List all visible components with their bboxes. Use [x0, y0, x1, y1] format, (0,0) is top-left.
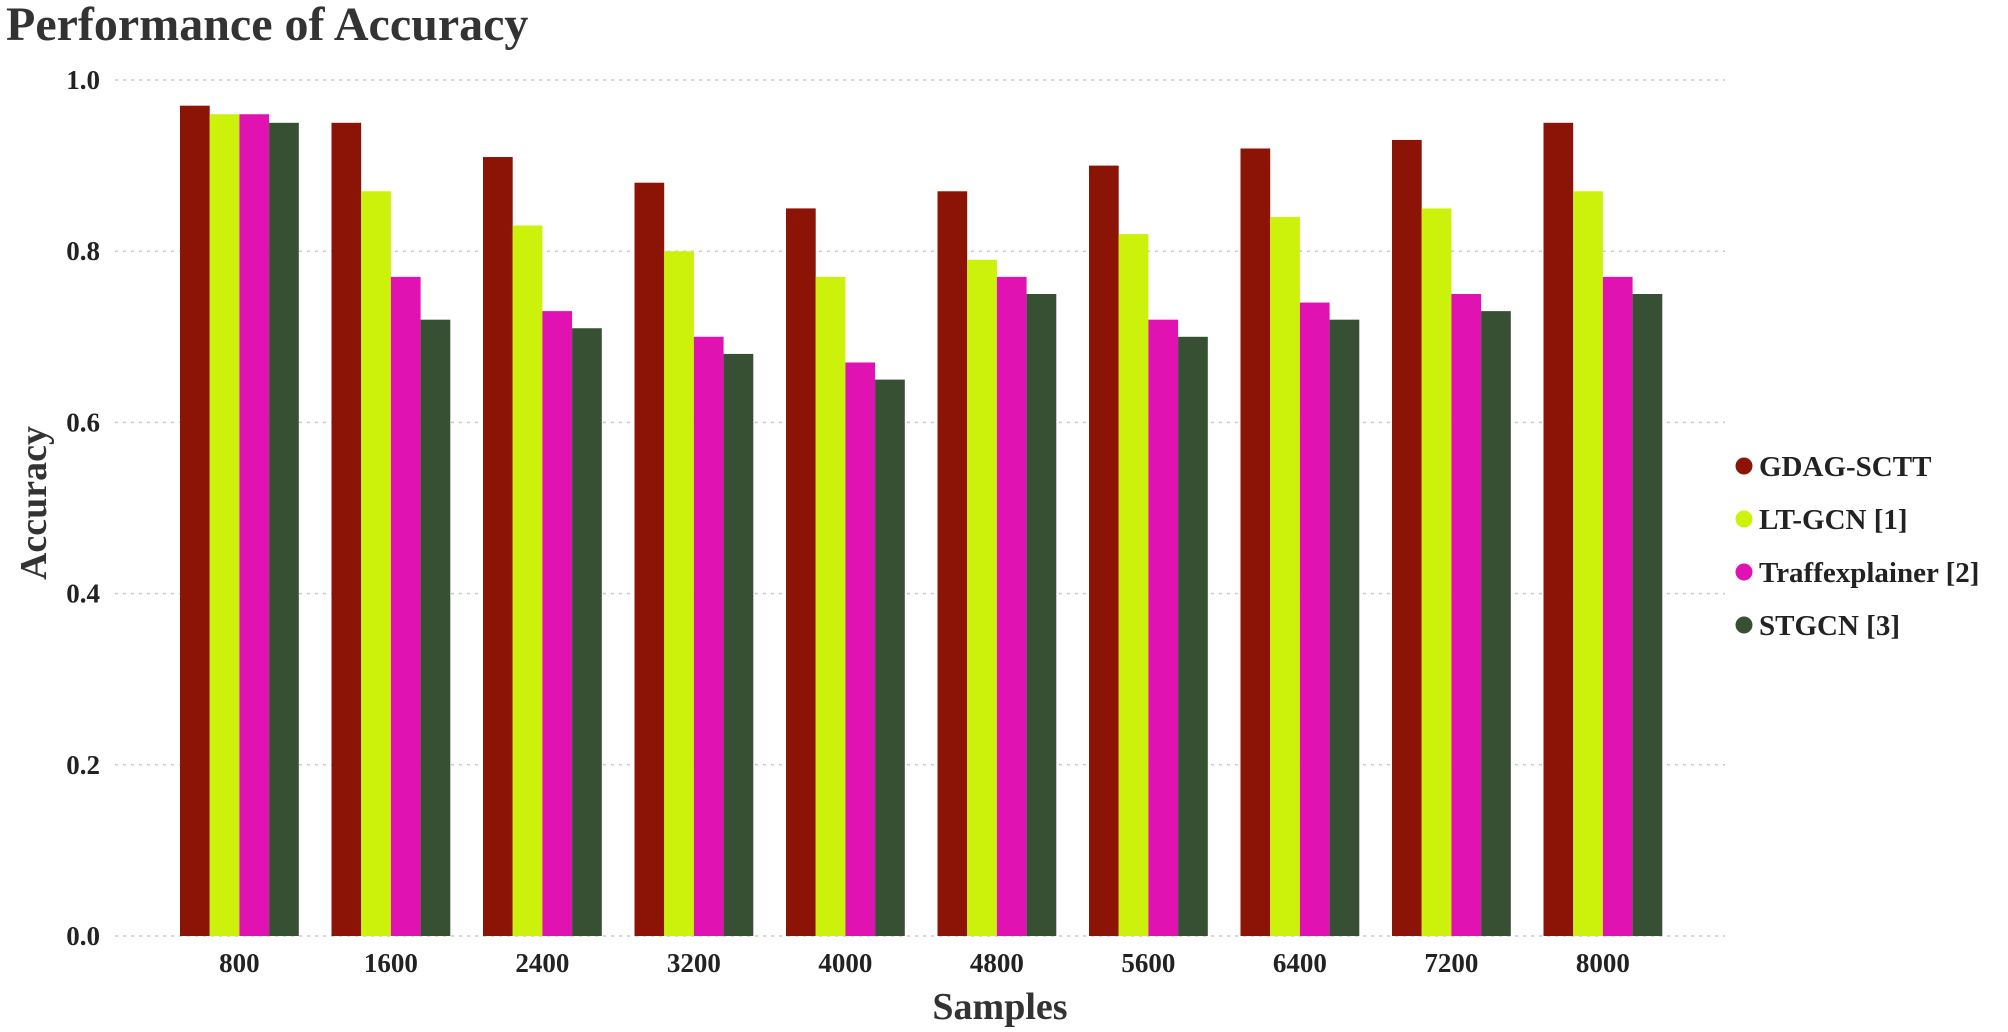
bar-stgcn-3-800: [269, 122, 299, 937]
bar-traffexplainer-2-7200: [1451, 294, 1482, 936]
bar-gdag-sctt-800: [180, 105, 210, 937]
bar-traffexplainer-2-3200: [693, 336, 724, 936]
bar-gdag-sctt-5600: [1089, 165, 1119, 937]
bar-traffexplainer-2-800: [239, 114, 270, 937]
bar-traffexplainer-2-2400: [542, 311, 573, 936]
bar-traffexplainer-2-5600: [1148, 319, 1179, 936]
bar-gdag-sctt-7200: [1392, 139, 1422, 937]
y-tick-label: 0.2: [66, 750, 100, 780]
bar-lt-gcn-1-4000: [815, 276, 846, 936]
x-tick-labels: 800 1600 2400 3200 4000 4800 5600 6400 7200 8000: [219, 948, 1630, 978]
bar-stgcn-3-5600: [1178, 336, 1208, 936]
x-axis-label: Samples: [932, 986, 1067, 1028]
y-tick-label: 0.4: [66, 579, 100, 609]
bar-lt-gcn-1-7200: [1421, 208, 1452, 936]
x-tick-label: 4800: [970, 948, 1024, 978]
y-tick-labels: 0.0 0.2 0.4 0.6 0.8 1.0: [66, 65, 100, 951]
x-tick-label: 5600: [1121, 948, 1175, 978]
bar-stgcn-3-6400: [1329, 319, 1360, 936]
legend: GDAG-SCTT LT-GCN [1] Traffexplainer [2] STG…: [1735, 451, 1979, 642]
bar-gdag-sctt-2400: [483, 157, 513, 937]
bar-gdag-sctt-6400: [1240, 148, 1271, 937]
bar-lt-gcn-1-800: [209, 114, 240, 937]
bar-gdag-sctt-4800: [937, 191, 968, 936]
bar-gdag-sctt-4000: [786, 208, 816, 936]
x-tick-label: 4000: [818, 948, 872, 978]
legend-swatch: [1735, 616, 1753, 634]
bar-stgcn-3-8000: [1632, 294, 1663, 936]
bar-stgcn-3-7200: [1481, 311, 1511, 936]
bar-lt-gcn-1-4800: [967, 259, 997, 936]
bar-stgcn-3-4800: [1026, 294, 1057, 936]
bar-stgcn-3-3200: [723, 353, 754, 936]
bar-traffexplainer-2-4000: [845, 362, 876, 937]
y-tick-label: 0.8: [66, 236, 100, 266]
x-tick-label: 3200: [667, 948, 721, 978]
legend-swatch: [1735, 563, 1753, 581]
bars: [180, 105, 1663, 937]
bar-lt-gcn-1-1600: [361, 191, 391, 936]
bar-traffexplainer-2-6400: [1299, 302, 1330, 936]
x-tick-label: 7200: [1424, 948, 1478, 978]
bar-traffexplainer-2-8000: [1602, 276, 1633, 936]
y-tick-label: 0.0: [66, 921, 100, 951]
bar-gdag-sctt-3200: [634, 182, 665, 937]
y-tick-label: 0.6: [66, 407, 100, 437]
bar-traffexplainer-2-1600: [390, 276, 421, 936]
bar-lt-gcn-1-6400: [1270, 216, 1300, 936]
bar-gdag-sctt-8000: [1543, 122, 1574, 937]
legend-swatch: [1735, 457, 1753, 475]
x-tick-label: 6400: [1273, 948, 1327, 978]
bar-lt-gcn-1-5600: [1118, 234, 1149, 936]
legend-swatch: [1735, 510, 1753, 528]
bar-stgcn-3-4000: [875, 379, 905, 937]
legend-label: STGCN [3]: [1759, 610, 1900, 642]
bar-traffexplainer-2-4800: [996, 276, 1027, 936]
bar-stgcn-3-2400: [572, 328, 602, 936]
chart-title: Performance of Accuracy: [6, 0, 528, 51]
x-tick-label: 1600: [364, 948, 418, 978]
legend-label: LT-GCN [1]: [1759, 504, 1908, 536]
y-tick-label: 1.0: [66, 65, 100, 95]
bar-lt-gcn-1-8000: [1573, 191, 1603, 936]
legend-label: GDAG-SCTT: [1759, 451, 1931, 483]
bar-gdag-sctt-1600: [331, 122, 362, 937]
bar-lt-gcn-1-2400: [512, 225, 543, 936]
legend-label: Traffexplainer [2]: [1759, 557, 1979, 589]
x-tick-label: 8000: [1576, 948, 1630, 978]
bar-stgcn-3-1600: [420, 319, 451, 936]
bar-lt-gcn-1-3200: [664, 251, 694, 936]
x-tick-label: 2400: [515, 948, 569, 978]
x-tick-label: 800: [219, 948, 260, 978]
y-axis-label: Accuracy: [13, 426, 55, 580]
